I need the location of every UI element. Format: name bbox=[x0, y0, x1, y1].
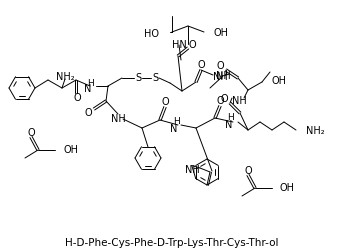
Text: O: O bbox=[161, 97, 169, 107]
Text: NH: NH bbox=[216, 71, 230, 81]
Text: OH: OH bbox=[272, 76, 287, 86]
Text: HO: HO bbox=[144, 29, 159, 39]
Text: NH: NH bbox=[185, 165, 199, 175]
Text: H: H bbox=[88, 78, 95, 88]
Text: HN: HN bbox=[171, 40, 186, 50]
Text: S: S bbox=[135, 73, 141, 83]
Text: NH₂: NH₂ bbox=[306, 126, 325, 136]
Text: O: O bbox=[27, 128, 35, 138]
Text: OH: OH bbox=[280, 183, 295, 193]
Text: O: O bbox=[188, 40, 196, 50]
Text: NH: NH bbox=[213, 72, 227, 82]
Text: O: O bbox=[197, 60, 205, 70]
Text: H-D-Phe-Cys-Phe-D-Trp-Lys-Thr-Cys-Thr-ol: H-D-Phe-Cys-Phe-D-Trp-Lys-Thr-Cys-Thr-ol bbox=[65, 238, 279, 248]
Text: NH: NH bbox=[111, 114, 125, 124]
Text: N: N bbox=[225, 120, 233, 130]
Text: N: N bbox=[84, 84, 92, 94]
Text: O: O bbox=[216, 96, 224, 106]
Text: OH: OH bbox=[214, 28, 229, 38]
Text: H: H bbox=[172, 118, 179, 126]
Text: O: O bbox=[244, 166, 252, 176]
Text: O: O bbox=[73, 93, 81, 103]
Text: S: S bbox=[152, 73, 158, 83]
Text: N: N bbox=[170, 124, 178, 134]
Text: NH₂: NH₂ bbox=[56, 72, 74, 82]
Text: OH: OH bbox=[63, 145, 78, 155]
Text: H: H bbox=[228, 114, 234, 122]
Text: O: O bbox=[84, 108, 92, 118]
Text: O: O bbox=[220, 94, 228, 104]
Text: O: O bbox=[216, 61, 224, 71]
Text: NH: NH bbox=[231, 96, 246, 106]
